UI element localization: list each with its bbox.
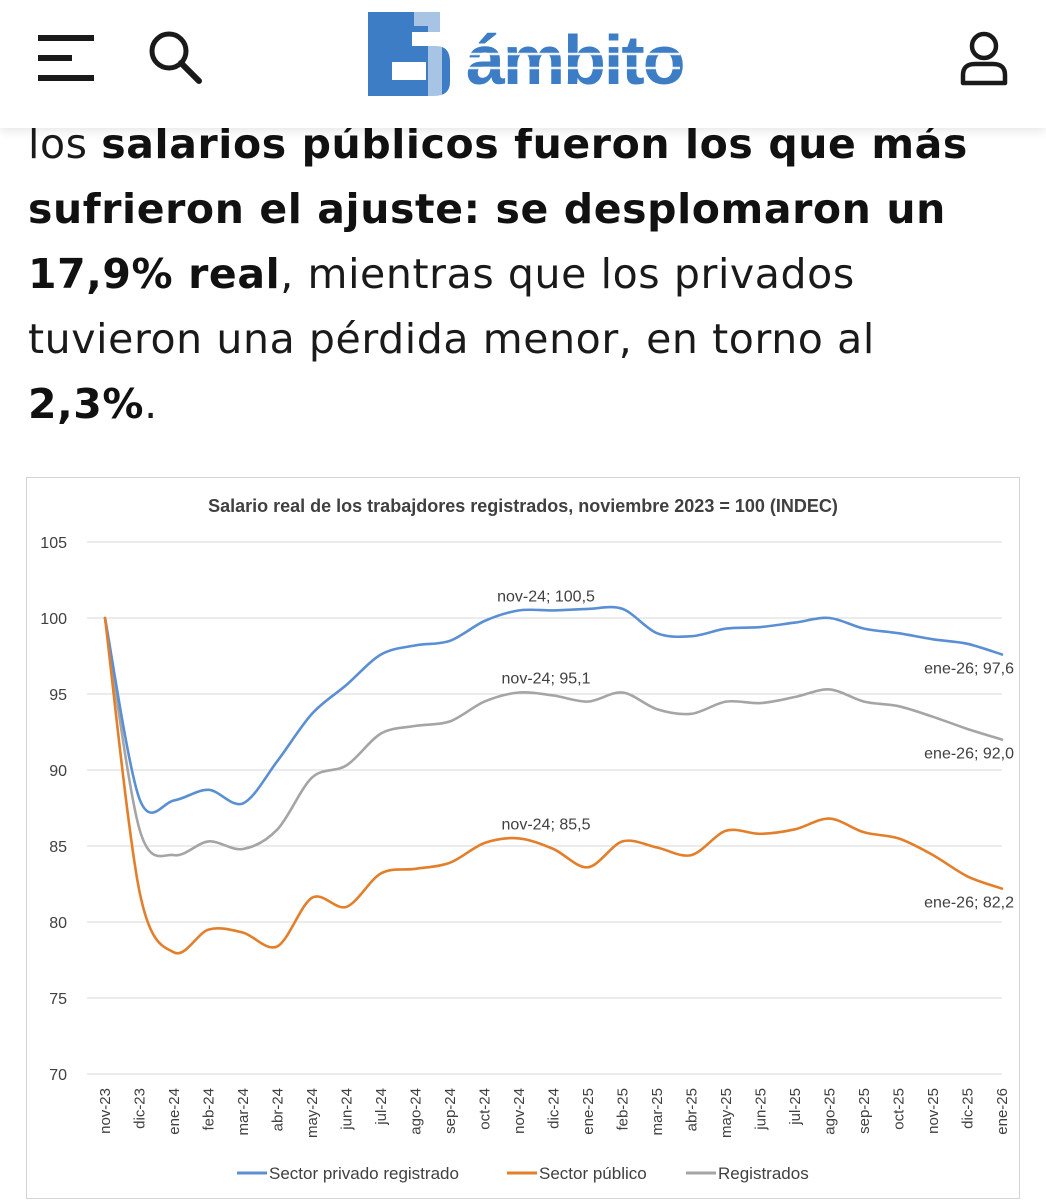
y-tick-label: 80 [49,915,67,932]
article-text: los [28,120,102,168]
logo-text: ámbito [466,21,684,98]
x-tick-label: ene-26 [994,1088,1011,1135]
x-tick-label: jul-24 [373,1088,390,1126]
article-text: , mientras que los privados tuvieron una… [28,250,875,363]
chart-title: Salario real de los trabajdores registra… [208,496,838,516]
series-line-registrados [103,616,1004,858]
x-tick-label: sep-25 [856,1088,873,1134]
article-highlight-private: 2,3% [28,380,145,428]
x-tick-label: abr-24 [270,1088,287,1131]
chart-data-labels: nov-24; 95,1 ene-26; 92,0 nov-24; 100,5 ene… [497,588,1014,911]
data-label: ene-26; 92,0 [924,746,1014,763]
x-tick-label: mar-24 [235,1088,252,1136]
x-tick-label: jun-25 [753,1088,770,1131]
y-tick-label: 90 [49,763,67,780]
series-line-publico [103,616,1004,955]
search-icon[interactable] [146,28,204,86]
x-tick-label: may-25 [718,1088,735,1138]
y-tick-label: 100 [40,611,67,628]
top-navigation-bar: ámbito [0,0,1046,128]
chart-grid: 105 100 95 90 85 80 75 70 [40,535,1002,1084]
x-tick-label: abr-25 [684,1088,701,1131]
legend-label: Registrados [718,1164,809,1183]
x-tick-label: ago-25 [822,1088,839,1135]
article-text: . [144,380,158,428]
x-tick-label: sep-24 [442,1088,459,1134]
x-tick-label: jul-25 [787,1088,804,1126]
x-tick-label: oct-25 [891,1088,908,1130]
x-tick-label: nov-25 [925,1088,942,1134]
x-tick-label: jun-24 [339,1088,356,1131]
x-tick-label: feb-25 [615,1088,632,1131]
x-tick-label: dic-23 [132,1088,149,1129]
x-tick-label: ene-24 [166,1088,183,1135]
y-tick-label: 70 [49,1067,67,1084]
x-tick-label: dic-24 [546,1088,563,1129]
y-tick-label: 95 [49,687,67,704]
series-line-privado [103,605,1004,814]
x-tick-label: ene-25 [580,1088,597,1135]
x-tick-label: may-24 [304,1088,321,1138]
x-tick-label: feb-24 [201,1088,218,1131]
user-icon[interactable] [958,30,1010,86]
x-tick-label: oct-24 [477,1088,494,1130]
legend-label: Sector público [539,1164,647,1183]
data-label: nov-24; 85,5 [502,816,591,833]
salary-chart: Salario real de los trabajdores registra… [26,477,1020,1199]
chart-series [103,605,1004,955]
x-tick-label: dic-25 [960,1088,977,1129]
y-tick-label: 85 [49,839,67,856]
x-tick-label: mar-25 [649,1088,666,1136]
data-label: ene-26; 82,2 [924,895,1014,912]
y-tick-label: 105 [40,535,67,552]
menu-icon[interactable] [36,33,96,83]
x-tick-label: ago-24 [408,1088,425,1135]
data-label: nov-24; 95,1 [502,670,591,687]
salary-chart-svg: Salario real de los trabajdores registra… [40,496,1014,1183]
article-highlight-public: salarios públicos fueron los que más suf… [28,120,968,298]
data-label: nov-24; 100,5 [497,588,595,605]
x-tick-label: nov-24 [511,1088,528,1134]
chart-x-axis: nov-23 dic-23 ene-24 feb-24 mar-24 abr-24 may-… [97,1088,1011,1138]
data-label: ene-26; 97,6 [924,660,1014,677]
x-tick-label: nov-23 [97,1088,114,1134]
article-paragraph: los salarios públicos fueron los que más… [28,112,1018,437]
legend-label: Sector privado registrado [269,1164,459,1183]
chart-legend: Sector privado registrado Sector público R… [237,1164,809,1183]
ambito-logo[interactable]: ámbito [362,10,686,98]
y-tick-label: 75 [49,991,67,1008]
